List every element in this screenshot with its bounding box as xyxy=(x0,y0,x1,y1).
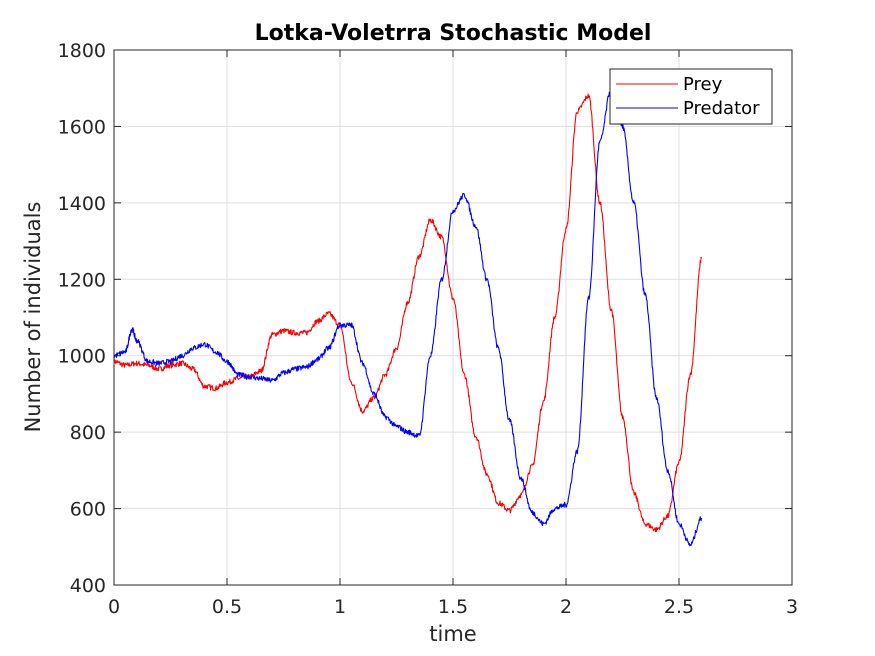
x-axis-label: time xyxy=(429,622,476,646)
series-layer xyxy=(113,85,703,547)
legend-box xyxy=(609,68,773,125)
y-axis-label: Number of individuals xyxy=(21,202,45,433)
ticks: 0 0.5 1 1.5 2 2.5 3 400 600 800 1000 1200 1400 1600 18… xyxy=(58,40,798,618)
series-line-predator xyxy=(113,85,703,547)
x-tick-label: 0.5 xyxy=(212,596,242,618)
legend-label-prey: Prey xyxy=(683,74,723,95)
y-tick-label: 400 xyxy=(70,575,106,597)
y-tick-label: 1400 xyxy=(58,193,106,215)
y-tick-label: 600 xyxy=(70,499,106,521)
chart-title: Lotka-Voletrra Stochastic Model xyxy=(255,21,652,46)
legend-label-predator: Predator xyxy=(683,98,760,119)
x-tick-label: 2 xyxy=(560,596,572,618)
legend: Prey Predator xyxy=(609,68,773,125)
x-tick-label: 2.5 xyxy=(664,596,694,618)
y-tick-label: 1000 xyxy=(58,346,106,368)
y-tick-label: 1600 xyxy=(58,116,106,138)
y-tick-label: 1800 xyxy=(58,40,106,62)
x-tick-label: 1.5 xyxy=(438,596,468,618)
series-line-prey xyxy=(113,93,703,533)
y-tick-label: 1200 xyxy=(58,269,106,291)
x-tick-label: 1 xyxy=(334,596,346,618)
y-tick-label: 800 xyxy=(70,422,106,444)
x-tick-label: 3 xyxy=(786,596,798,618)
x-tick-label: 0 xyxy=(108,596,120,618)
